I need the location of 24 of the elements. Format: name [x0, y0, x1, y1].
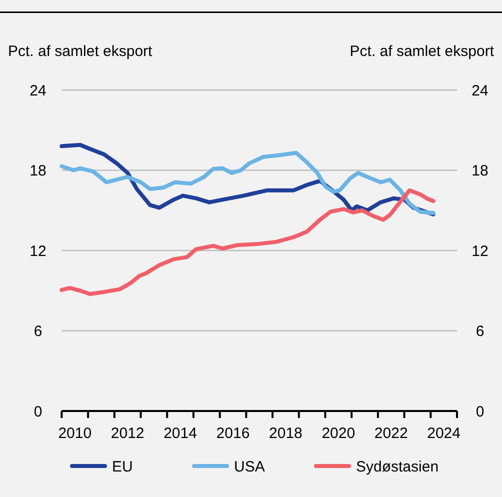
- y-tick-label: 24: [30, 82, 46, 100]
- y-tick-label: 12: [30, 242, 46, 260]
- y2-tick-label: 6: [476, 323, 484, 340]
- line-series: [60, 188, 436, 296]
- y-tick-label: 18: [30, 162, 46, 180]
- y2-tick-label: 0: [476, 403, 484, 420]
- x-tick-label: 2020: [322, 425, 356, 442]
- y2-tick-label: 24: [472, 82, 488, 100]
- y2-tick-label: 18: [472, 162, 488, 180]
- x-tick-label: 2016: [216, 425, 250, 442]
- x-tick-label: 2018: [269, 425, 302, 442]
- y-axis-title: Pct. af samlet eksport: [8, 43, 154, 60]
- x-tick-label: 2012: [110, 425, 144, 442]
- y2-tick-label: 12: [472, 242, 488, 260]
- x-tick-label: 2014: [164, 425, 197, 442]
- y-tick-label: 6: [34, 323, 42, 340]
- legend-label: USA: [234, 458, 265, 476]
- y2-axis-title: Pct. af samlet eksport: [350, 43, 495, 60]
- x-tick-label: 2024: [427, 425, 461, 442]
- x-tick-label: 2022: [374, 425, 408, 442]
- x-tick-label: 2010: [58, 425, 92, 442]
- legend-label: Sydøstasien: [356, 458, 439, 476]
- y-tick-label: 0: [34, 403, 42, 420]
- legend-label: EU: [112, 458, 133, 476]
